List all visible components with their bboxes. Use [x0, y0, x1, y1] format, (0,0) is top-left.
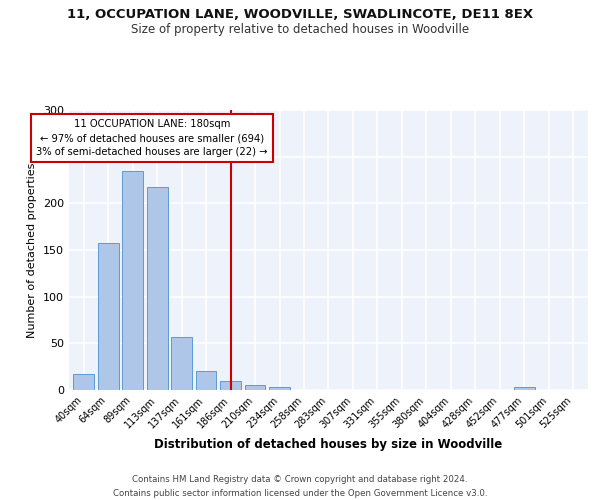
Text: Contains HM Land Registry data © Crown copyright and database right 2024.
Contai: Contains HM Land Registry data © Crown c…: [113, 476, 487, 498]
Text: Size of property relative to detached houses in Woodville: Size of property relative to detached ho…: [131, 22, 469, 36]
Bar: [269, 387, 290, 390]
Bar: [73, 374, 94, 390]
Bar: [98, 244, 119, 390]
Bar: [245, 386, 265, 390]
Bar: [514, 387, 535, 390]
X-axis label: Distribution of detached houses by size in Woodville: Distribution of detached houses by size …: [154, 438, 503, 451]
Y-axis label: Number of detached properties: Number of detached properties: [28, 162, 37, 338]
Bar: [220, 380, 241, 390]
Bar: [171, 337, 192, 390]
Bar: [147, 188, 167, 390]
Text: 11 OCCUPATION LANE: 180sqm
← 97% of detached houses are smaller (694)
3% of semi: 11 OCCUPATION LANE: 180sqm ← 97% of deta…: [37, 120, 268, 158]
Bar: [196, 372, 217, 390]
Text: 11, OCCUPATION LANE, WOODVILLE, SWADLINCOTE, DE11 8EX: 11, OCCUPATION LANE, WOODVILLE, SWADLINC…: [67, 8, 533, 20]
Bar: [122, 170, 143, 390]
